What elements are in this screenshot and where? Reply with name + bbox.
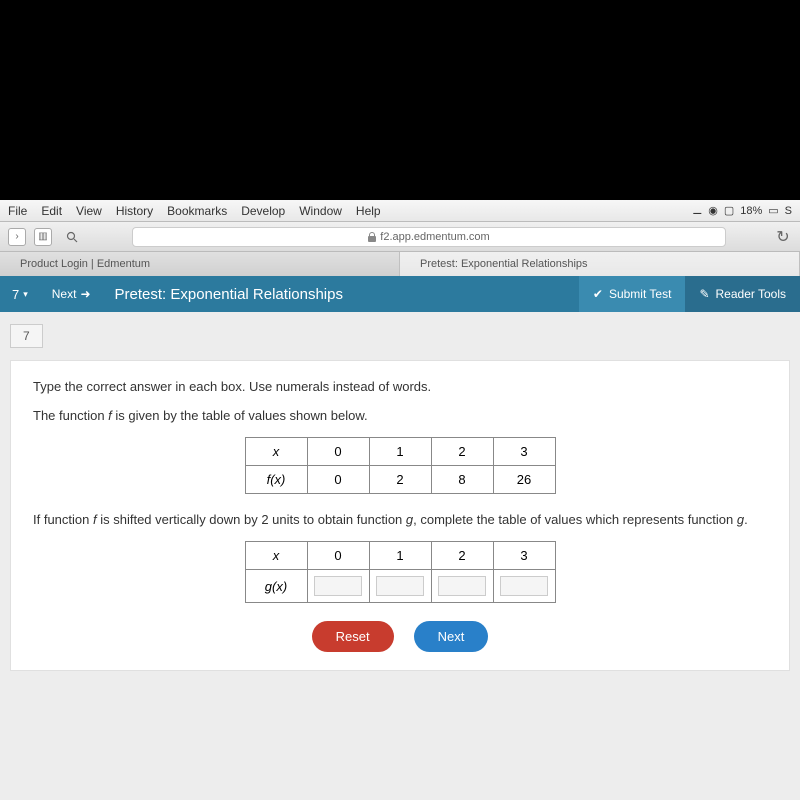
menu-help[interactable]: Help (356, 204, 381, 218)
browser-tabs: Product Login | Edmentum Pretest: Expone… (0, 252, 800, 276)
tab-pretest[interactable]: Pretest: Exponential Relationships (400, 252, 800, 276)
table-f-fx-2: 8 (431, 466, 493, 494)
question-number-dropdown[interactable]: 7▾ (0, 287, 40, 302)
menu-edit[interactable]: Edit (41, 204, 62, 218)
search-icon[interactable] (60, 228, 84, 246)
back-button[interactable]: › (8, 228, 26, 246)
battery-icon: ▭ (768, 204, 778, 217)
macos-menu-bar: File Edit View History Bookmarks Develop… (0, 200, 800, 222)
prompt-2: If function f is shifted vertically down… (33, 512, 767, 527)
check-icon: ✔ (593, 287, 603, 301)
table-g-x-2: 2 (431, 542, 493, 570)
table-f-x-2: 2 (431, 438, 493, 466)
prompt-1: The function f is given by the table of … (33, 408, 767, 423)
submit-test-button[interactable]: ✔ Submit Test (579, 276, 686, 312)
page-title: Pretest: Exponential Relationships (103, 286, 579, 303)
answer-input-2[interactable] (438, 576, 486, 596)
table-g-x-0: 0 (307, 542, 369, 570)
instruction-text: Type the correct answer in each box. Use… (33, 379, 767, 394)
table-g: x 0 1 2 3 g(x) (245, 541, 556, 603)
arrow-right-icon: ➜ (80, 287, 90, 301)
tab-product-login[interactable]: Product Login | Edmentum (0, 252, 400, 276)
question-badge: 7 (10, 324, 43, 348)
table-f-x-0: 0 (307, 438, 369, 466)
browser-toolbar: › ▥ f2.app.edmentum.com ↻ (0, 222, 800, 252)
chevron-down-icon: ▾ (23, 289, 28, 300)
header-next-button[interactable]: Next ➜ (40, 287, 103, 301)
screen-bezel-top (0, 0, 800, 200)
tools-icon: ✎ (699, 287, 709, 301)
table-f: x 0 1 2 3 f(x) 0 2 8 26 (245, 437, 556, 494)
table-f-x-label: x (245, 438, 307, 466)
answer-input-1[interactable] (376, 576, 424, 596)
status-extra: S (785, 205, 792, 217)
table-f-x-1: 1 (369, 438, 431, 466)
table-f-fx-3: 26 (493, 466, 555, 494)
menu-view[interactable]: View (76, 204, 102, 218)
menu-file[interactable]: File (8, 204, 27, 218)
table-f-fx-label: f(x) (245, 466, 307, 494)
content-area: 7 Type the correct answer in each box. U… (0, 312, 800, 800)
answer-input-3[interactable] (500, 576, 548, 596)
url-text: f2.app.edmentum.com (380, 231, 489, 243)
table-f-fx-0: 0 (307, 466, 369, 494)
reader-tools-button[interactable]: ✎ Reader Tools (685, 276, 800, 312)
answer-input-0[interactable] (314, 576, 362, 596)
reload-button[interactable]: ↻ (774, 228, 792, 246)
table-f-x-3: 3 (493, 438, 555, 466)
menu-window[interactable]: Window (299, 204, 342, 218)
reset-button[interactable]: Reset (312, 621, 394, 652)
table-g-x-3: 3 (493, 542, 555, 570)
table-f-fx-1: 2 (369, 466, 431, 494)
table-g-x-1: 1 (369, 542, 431, 570)
next-button[interactable]: Next (414, 621, 489, 652)
display-icon[interactable]: ▢ (724, 204, 734, 217)
menu-history[interactable]: History (116, 204, 153, 218)
sidebar-button[interactable]: ▥ (34, 228, 52, 246)
table-g-x-label: x (245, 542, 307, 570)
battery-percent: 18% (740, 205, 762, 217)
lock-icon (368, 232, 376, 242)
app-header: 7▾ Next ➜ Pretest: Exponential Relations… (0, 276, 800, 312)
table-g-gx-label: g(x) (245, 570, 307, 603)
menu-bookmarks[interactable]: Bookmarks (167, 204, 227, 218)
wifi-icon[interactable]: ◉ (708, 204, 718, 217)
question-card: Type the correct answer in each box. Use… (10, 360, 790, 671)
menu-develop[interactable]: Develop (241, 204, 285, 218)
bluetooth-icon[interactable]: ⚊ (692, 204, 702, 217)
address-bar[interactable]: f2.app.edmentum.com (132, 227, 726, 247)
